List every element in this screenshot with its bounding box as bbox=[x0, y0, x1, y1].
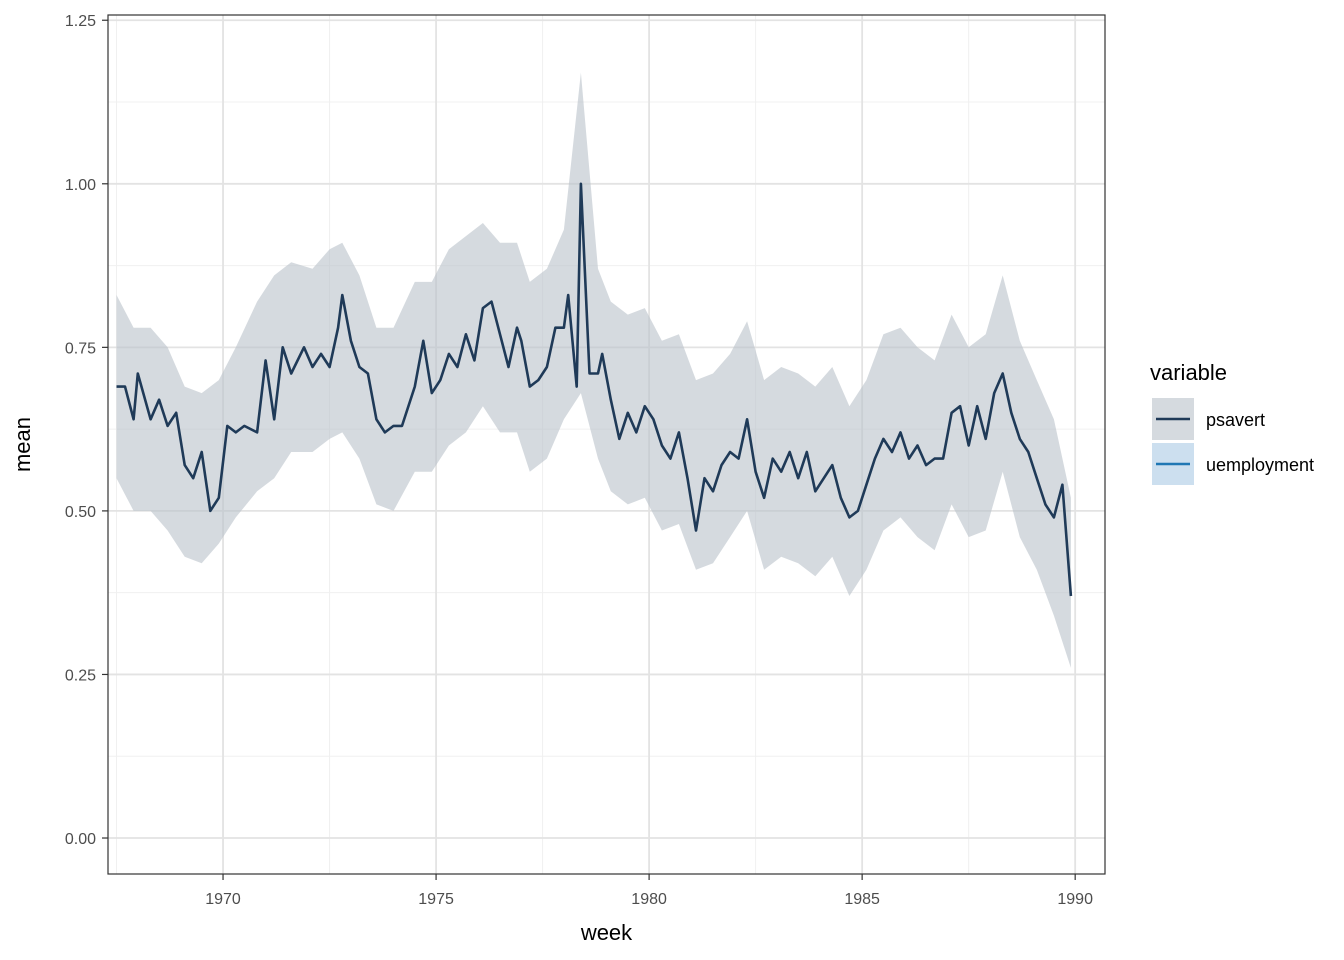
legend-label-psavert: psavert bbox=[1206, 410, 1265, 430]
x-tick-label: 1970 bbox=[205, 891, 241, 908]
series-lines bbox=[116, 182, 1073, 597]
x-tick-label: 1975 bbox=[418, 891, 454, 908]
line-psavert bbox=[116, 182, 1073, 597]
y-tick-label: 0.75 bbox=[65, 340, 96, 357]
y-tick-label: 1.00 bbox=[65, 177, 96, 194]
confidence-bands bbox=[116, 72, 1071, 668]
x-axis-title: week bbox=[580, 920, 633, 945]
legend: variable psavert uemployment bbox=[1150, 360, 1314, 485]
x-tick-label: 1990 bbox=[1057, 891, 1093, 908]
y-tick-label: 0.50 bbox=[65, 504, 96, 521]
y-tick-label: 0.00 bbox=[65, 831, 96, 848]
plot-border bbox=[107, 14, 1106, 875]
x-tick-label: 1985 bbox=[844, 891, 880, 908]
y-tick-label: 0.25 bbox=[65, 667, 96, 684]
band-psavert bbox=[116, 72, 1071, 668]
x-axis: 1970 1975 1980 1985 1990 bbox=[205, 874, 1093, 908]
legend-label-uemployment: uemployment bbox=[1206, 455, 1314, 475]
x-tick-label: 1980 bbox=[631, 891, 667, 908]
y-axis: 0.00 0.25 0.50 0.75 1.00 1.25 bbox=[65, 13, 108, 848]
legend-title: variable bbox=[1150, 360, 1227, 385]
y-tick-label: 1.25 bbox=[65, 13, 96, 30]
y-axis-title: mean bbox=[10, 417, 35, 472]
